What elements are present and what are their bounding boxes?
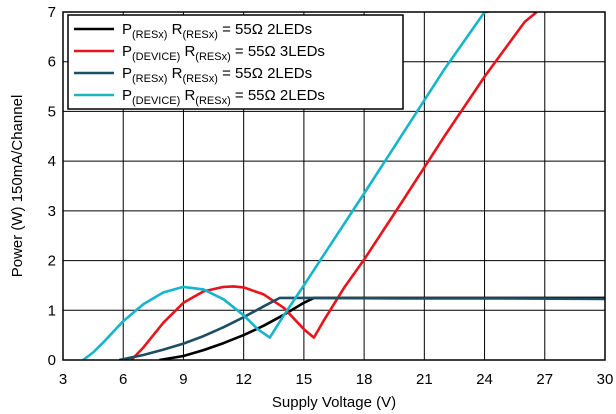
y-tick-labels: 0 1 2 3 4 5 6 7 — [48, 4, 56, 369]
legend-label-2: P(DEVICE) R(RESx) = 55Ω 3LEDs — [122, 43, 325, 63]
x-tick-label: 21 — [416, 371, 433, 388]
x-tick-label: 6 — [119, 371, 127, 388]
y-tick-label: 4 — [48, 153, 56, 170]
legend-box — [67, 14, 404, 110]
series-line-4 — [82, 12, 489, 360]
legend-label-3: P(RESx) R(RESx) = 55Ω 2LEDs — [122, 65, 312, 85]
y-tick-label: 7 — [48, 4, 56, 21]
x-tick-label: 12 — [235, 371, 252, 388]
x-tick-label: 27 — [536, 371, 553, 388]
x-tick-label: 30 — [597, 371, 614, 388]
y-tick-label: 3 — [48, 203, 56, 220]
series-lines — [82, 12, 605, 360]
x-tick-labels: 3 6 9 12 15 18 21 24 27 30 — [59, 371, 614, 388]
y-tick-label: 2 — [48, 253, 56, 270]
y-axis-label: Power (W) 150mA/Channel — [9, 95, 26, 278]
series-line-3 — [118, 296, 605, 360]
series-line-2 — [130, 12, 538, 360]
plot-frame — [62, 11, 606, 361]
x-tick-label: 9 — [179, 371, 187, 388]
x-tick-label: 15 — [296, 371, 313, 388]
y-tick-label: 0 — [48, 352, 56, 369]
legend-label-1: P(RESx) R(RESx) = 55Ω 2LEDs — [122, 21, 312, 41]
series-line-1 — [159, 296, 605, 360]
y-tick-label: 6 — [48, 54, 56, 71]
x-axis-label: Supply Voltage (V) — [272, 394, 396, 411]
y-tick-label: 5 — [48, 103, 56, 120]
legend-label-4: P(DEVICE) R(RESx) = 55Ω 2LEDs — [122, 87, 325, 107]
x-tick-label: 3 — [59, 371, 67, 388]
x-tick-label: 18 — [356, 371, 373, 388]
y-tick-label: 1 — [48, 302, 56, 319]
x-tick-label: 24 — [476, 371, 493, 388]
